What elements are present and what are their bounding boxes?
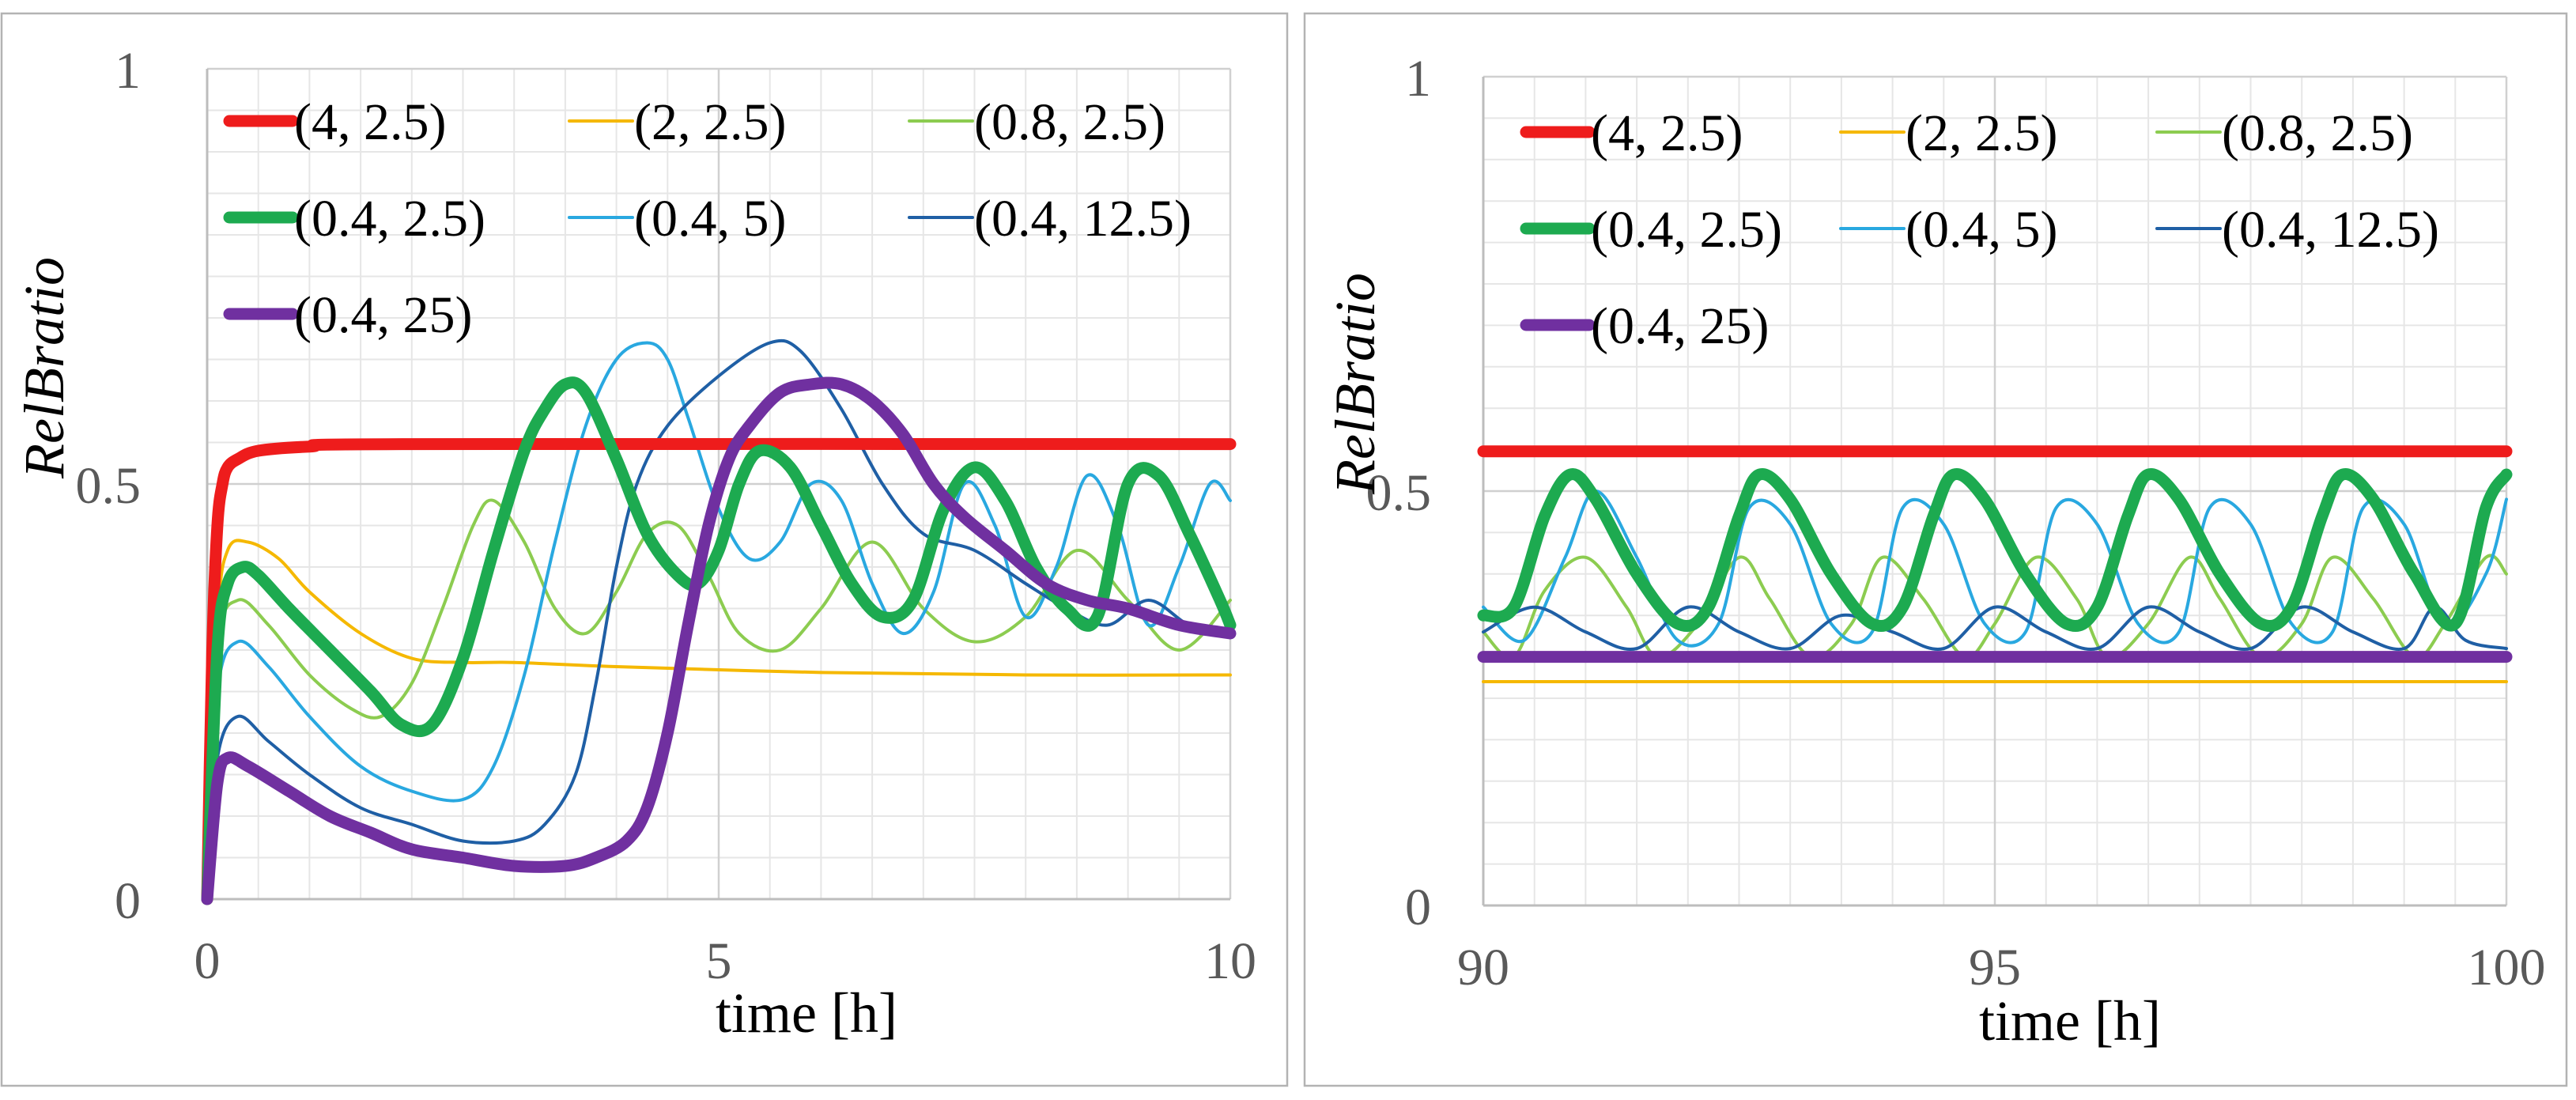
gridlines [207, 67, 1232, 899]
chart-panel-left: 0 0.5 1 0 5 10 time [h] RelBratio (4, 2.5) (2, 2.… [0, 12, 1289, 1087]
y-tick-label: 0 [1405, 879, 1431, 936]
legend-label: (0.4, 25) [1591, 297, 1769, 355]
legend-label: (2, 2.5) [634, 93, 786, 151]
series-line [1477, 468, 2513, 633]
y-axis-title: RelBratio [1324, 273, 1387, 495]
chart-panel-right: 0 0.5 1 90 95 100 time [h] RelBratio (4, 2.5) (2,… [1303, 12, 2568, 1087]
series-line [201, 437, 1237, 905]
series-line [201, 376, 1237, 905]
series-line [206, 539, 1232, 901]
y-tick-label: 0 [115, 872, 141, 930]
x-tick-label: 5 [706, 932, 732, 990]
y-axis-title: RelBratio [13, 257, 76, 479]
legend-label: (2, 2.5) [1906, 104, 2057, 162]
legend-label: (0.4, 2.5) [1591, 201, 1782, 259]
chart-svg-1: 0 0.5 1 90 95 100 time [h] RelBratio (4, 2.5) (2,… [1303, 12, 2568, 1087]
x-tick-label: 95 [1969, 939, 2021, 996]
series-line [206, 498, 1232, 901]
legend-label: (0.4, 5) [1906, 201, 2057, 259]
legend-label: (0.8, 2.5) [2222, 104, 2413, 162]
legend-label: (0.4, 2.5) [294, 190, 485, 248]
y-tick-label: 1 [1405, 50, 1431, 108]
chart-frame [0, 12, 1289, 1087]
legend-label: (0.8, 2.5) [974, 93, 1165, 151]
x-tick-label: 90 [1457, 939, 1509, 996]
legend-label: (0.4, 5) [634, 190, 786, 248]
y-tick-label: 1 [115, 42, 141, 100]
x-axis-title: time [h] [716, 981, 897, 1045]
x-tick-label: 0 [195, 932, 221, 990]
x-axis-title: time [h] [1979, 989, 2161, 1053]
x-tick-label: 100 [2468, 939, 2546, 996]
series-line [1482, 605, 2508, 652]
legend: (4, 2.5) (2, 2.5) (0.8, 2.5) (0.4, 2.5) (0.4… [223, 93, 1192, 344]
legend-label: (0.4, 25) [294, 286, 472, 344]
legend-label: (0.4, 12.5) [2222, 201, 2439, 259]
series-line [206, 338, 1232, 901]
legend-label: (0.4, 12.5) [974, 190, 1192, 248]
chart-frame [1303, 12, 2568, 1087]
legend-label: (4, 2.5) [294, 93, 446, 151]
y-tick-label: 0.5 [1366, 464, 1432, 522]
legend: (4, 2.5) (2, 2.5) (0.8, 2.5) (0.4, 2.5) (0.4… [1520, 104, 2439, 355]
legend-label: (4, 2.5) [1591, 104, 1743, 162]
y-tick-label: 0.5 [76, 457, 142, 515]
series-line [206, 341, 1232, 901]
x-tick-label: 10 [1204, 932, 1256, 990]
